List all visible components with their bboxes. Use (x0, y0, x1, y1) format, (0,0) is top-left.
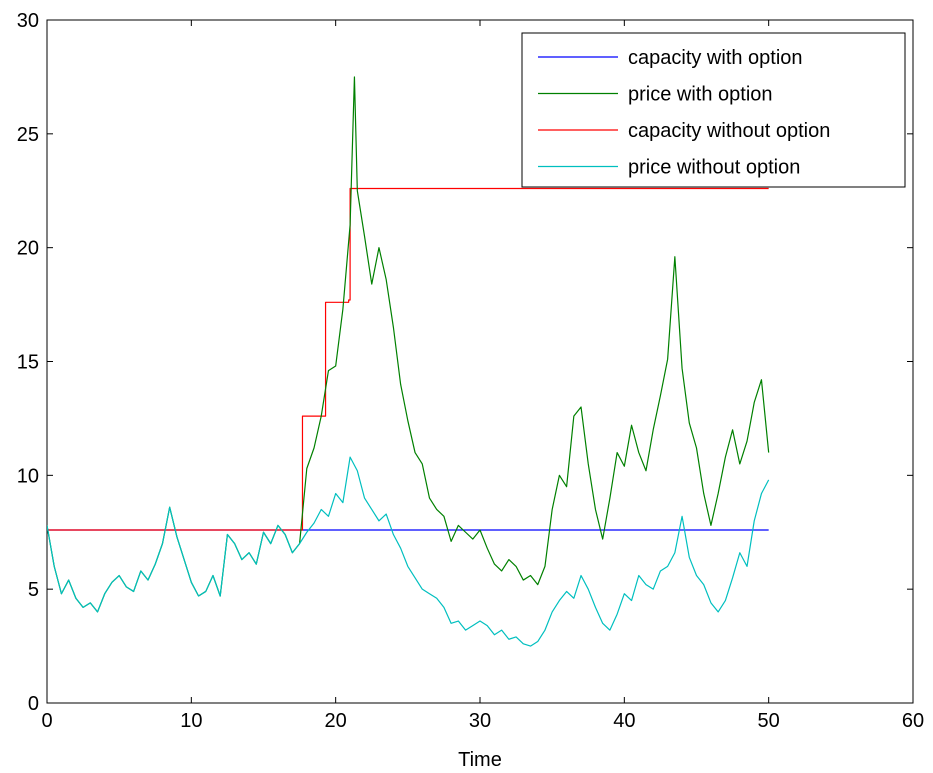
legend-box (521, 32, 906, 188)
x-axis-title: Time (458, 749, 502, 771)
y-tick-label: 15 (17, 352, 39, 374)
legend-label: price without option (628, 157, 800, 179)
x-tick-label: 30 (469, 710, 491, 732)
axis-ticks (46, 19, 914, 704)
y-tick-label: 10 (17, 465, 39, 487)
series-line-price-without-option (47, 456, 770, 647)
x-tick-label: 60 (902, 710, 924, 732)
series-line-capacity-without-option (47, 187, 769, 531)
y-tick-label: 20 (17, 238, 39, 260)
x-tick-label: 40 (613, 710, 635, 732)
legend-label: capacity without option (628, 120, 830, 142)
tick-labels: 0 10 20 30 40 50 60 0 5 10 15 20 25 30 (17, 10, 924, 732)
series-layer (47, 76, 770, 647)
legend-label: price with option (628, 84, 773, 106)
x-tick-label: 0 (41, 710, 52, 732)
legend: capacity with option price with option cap… (521, 32, 906, 188)
y-tick-label: 5 (28, 579, 39, 601)
y-tick-label: 25 (17, 124, 39, 146)
x-tick-label: 20 (325, 710, 347, 732)
y-tick-label: 30 (17, 10, 39, 32)
x-tick-label: 50 (758, 710, 780, 732)
y-tick-label: 0 (28, 693, 39, 715)
legend-label: capacity with option (628, 47, 803, 69)
x-tick-label: 10 (180, 710, 202, 732)
